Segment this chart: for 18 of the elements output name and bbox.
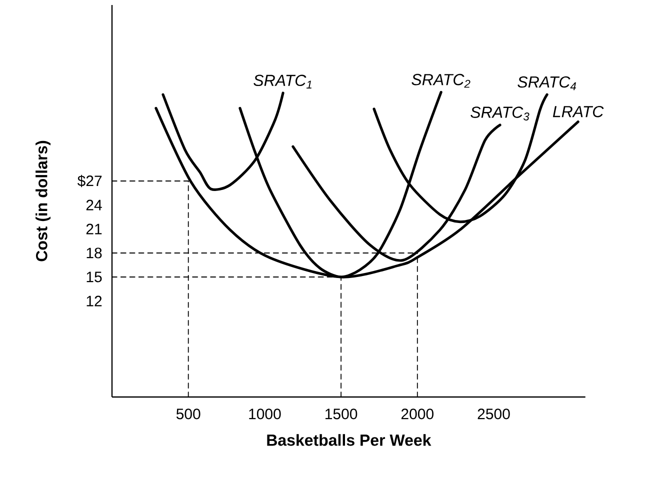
- series-label: SRATC$_{3}$: [470, 106, 530, 120]
- x-tick-label: 500: [176, 408, 200, 420]
- series-label: LRATC: [552, 106, 604, 118]
- x-tick-label: 2500: [478, 408, 510, 420]
- series-label: SRATC$_{4}$: [518, 76, 576, 90]
- x-tick-label: 2000: [401, 408, 434, 420]
- x-tick-label: 1500: [326, 408, 358, 420]
- series-label: SRATC$_{1}$: [254, 74, 312, 88]
- x-tick-label: 1000: [249, 408, 281, 420]
- y-axis-title: Cost (in dollars): [36, 140, 50, 262]
- y-tick-label: 24: [86, 200, 102, 210]
- series-label: SRATC$_{2}$: [412, 74, 470, 88]
- x-axis-title: Basketballs Per Week: [267, 434, 432, 446]
- y-tick-label: 21: [86, 224, 102, 234]
- y-tick-label: $27: [77, 174, 102, 188]
- y-tick-label: 12: [86, 296, 102, 306]
- y-tick-label: 18: [86, 248, 102, 258]
- y-tick-label: 15: [86, 272, 102, 282]
